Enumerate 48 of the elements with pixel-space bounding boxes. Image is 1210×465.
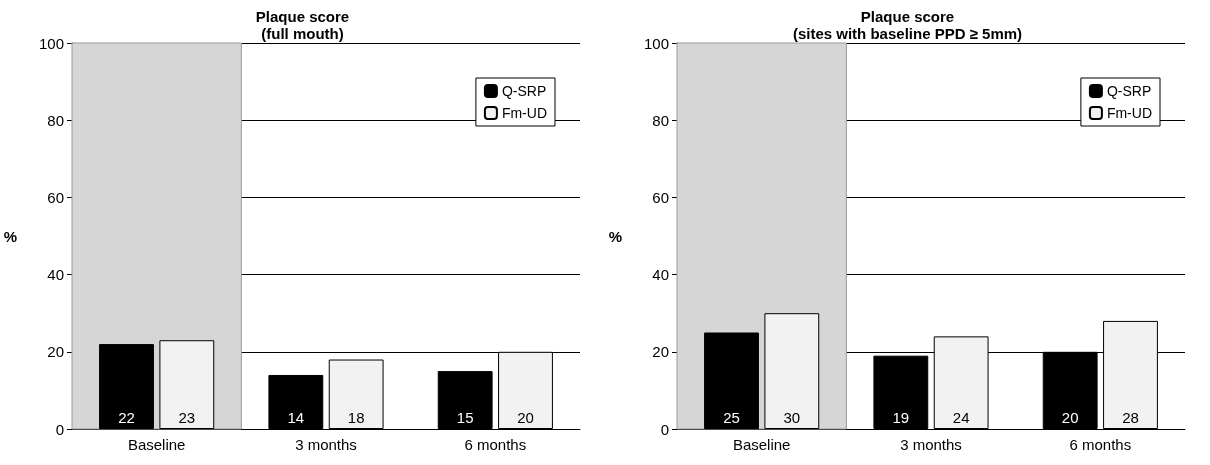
data-label: 15 — [456, 409, 474, 426]
x-tick-label: Baseline — [732, 436, 791, 453]
data-label: 14 — [287, 409, 305, 426]
chart-title: Plaque score — [860, 8, 955, 25]
y-tick-label: 0 — [660, 420, 669, 438]
x-tick-label: Baseline — [127, 436, 186, 453]
bar — [764, 313, 820, 429]
data-label: 18 — [347, 409, 365, 426]
y-axis-title: % — [3, 227, 17, 245]
x-tick-label: 6 months — [1069, 436, 1132, 453]
y-tick-label: 100 — [643, 34, 669, 52]
y-tick-label: 0 — [55, 420, 64, 438]
bar — [328, 359, 384, 429]
data-label: 20 — [1061, 409, 1079, 426]
y-tick-label: 60 — [652, 188, 669, 206]
legend-label: Fm-UD — [1106, 105, 1153, 121]
y-tick-label: 100 — [38, 34, 64, 52]
y-tick-label: 20 — [652, 343, 669, 361]
data-label: 30 — [783, 409, 801, 426]
data-label: 24 — [952, 409, 970, 426]
bar — [437, 371, 493, 429]
legend-label: Q-SRP — [1106, 83, 1152, 99]
legend-label: Fm-UD — [501, 105, 548, 121]
legend-label: Q-SRP — [501, 83, 547, 99]
data-label: 19 — [892, 409, 910, 426]
x-tick-label: 6 months — [464, 436, 527, 453]
chart-subtitle: (sites with baseline PPD ≥ 5mm) — [792, 25, 1023, 42]
y-tick-label: 60 — [47, 188, 64, 206]
data-label: 20 — [517, 409, 534, 426]
y-axis-title: % — [608, 227, 622, 245]
data-label: 25 — [723, 409, 740, 426]
data-label: 28 — [1122, 409, 1139, 426]
chart-title: Plaque score — [255, 8, 350, 25]
x-tick-label: 3 months — [900, 436, 962, 453]
bar — [99, 344, 154, 429]
bar — [873, 355, 929, 429]
y-tick-label: 40 — [47, 266, 64, 284]
y-tick-label: 80 — [47, 111, 64, 129]
bar — [159, 340, 215, 429]
bar — [268, 374, 324, 429]
y-tick-label: 20 — [47, 343, 64, 361]
bar — [704, 332, 759, 429]
data-label: 23 — [178, 409, 196, 426]
chart-subtitle: (full mouth) — [261, 25, 344, 42]
data-label: 22 — [118, 409, 135, 426]
y-tick-label: 80 — [652, 111, 669, 129]
x-tick-label: 3 months — [295, 436, 357, 453]
y-tick-label: 40 — [652, 266, 669, 284]
